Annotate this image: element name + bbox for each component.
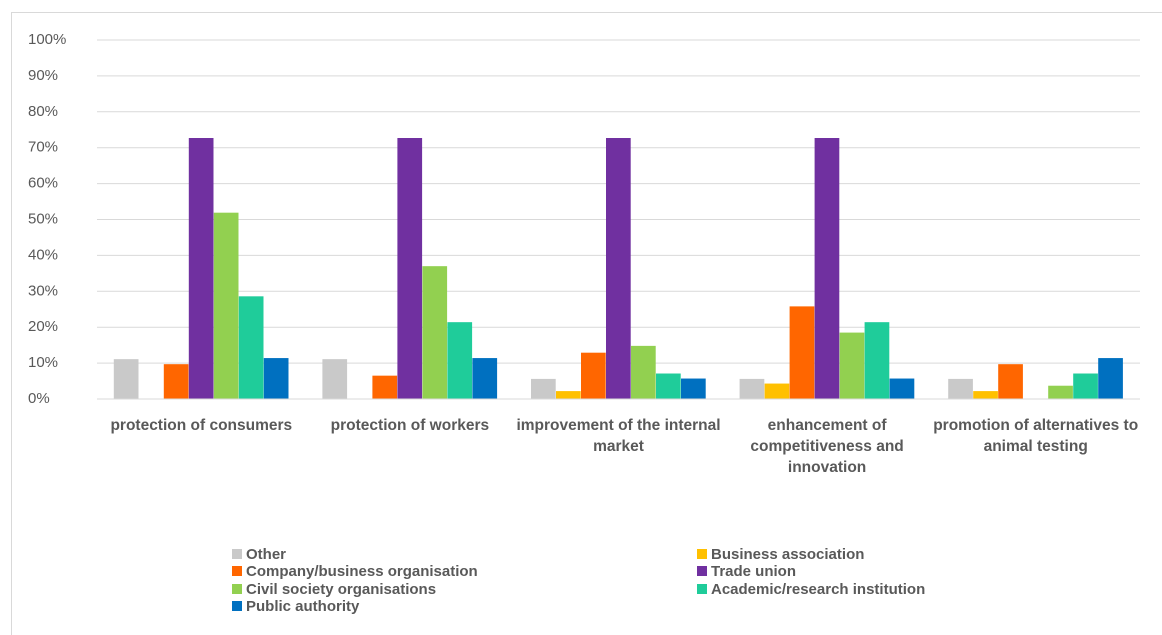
legend-swatch (232, 583, 242, 594)
legend-item: Civil society organisations (232, 581, 436, 598)
y-tick-label: 0% (28, 390, 50, 407)
bar (656, 373, 681, 399)
bar (472, 358, 498, 399)
bar (113, 359, 139, 399)
legend-label: Academic/research institution (711, 580, 926, 598)
bar (631, 345, 656, 399)
bar (163, 364, 189, 399)
bar (814, 138, 840, 399)
bar (447, 322, 473, 399)
y-tick-label: 50% (28, 210, 58, 227)
legend-item: Academic/research institution (697, 581, 925, 598)
bar (372, 375, 398, 399)
y-tick-label: 100% (28, 31, 66, 48)
legend-item: Trade union (697, 563, 796, 580)
y-tick-label: 70% (28, 139, 58, 156)
bar (238, 296, 264, 399)
legend-label: Other (246, 546, 287, 563)
x-tick-label: protection of workers (330, 417, 490, 434)
x-tick-label: protection of consumers (110, 417, 293, 434)
x-tick-label: improvement of the internal market (516, 417, 721, 455)
bar (322, 359, 348, 399)
x-tick-label: enhancement of competitiveness and innov… (750, 417, 904, 476)
legend-label: Civil society organisations (246, 580, 437, 598)
y-tick-label: 80% (28, 103, 58, 120)
bar (973, 391, 998, 399)
y-tick-label: 60% (28, 175, 58, 192)
x-tick-label: promotion of alternatives to animal test… (933, 417, 1139, 455)
legend-item: Business association (697, 546, 864, 563)
bar (739, 378, 765, 399)
bar (864, 322, 890, 399)
bar (948, 378, 973, 399)
bar (213, 212, 239, 399)
bar (263, 358, 289, 399)
legend-label: Company/business organisation (246, 563, 478, 581)
legend-label: Public authority (246, 597, 360, 615)
bar (397, 138, 423, 399)
bar (1048, 385, 1073, 399)
legend-swatch (232, 549, 242, 559)
legend-item: Other (232, 546, 286, 563)
legend-label: Trade union (711, 563, 797, 581)
bar (764, 383, 790, 399)
y-tick-label: 90% (28, 67, 58, 84)
bar (606, 138, 631, 399)
bar (581, 352, 606, 399)
y-tick-label: 10% (28, 354, 58, 371)
legend-swatch (232, 600, 242, 611)
bar (998, 364, 1023, 399)
bar (839, 332, 865, 399)
chart-frame (11, 12, 1162, 635)
bar (889, 378, 915, 399)
legend-swatch (697, 583, 707, 594)
y-tick-label: 30% (28, 282, 58, 299)
legend-label: Business association (711, 546, 865, 563)
bar (789, 306, 815, 399)
legend-item: Public authority (232, 598, 359, 615)
legend-swatch (697, 566, 707, 577)
bar (422, 266, 448, 399)
legend-swatch (697, 549, 707, 559)
bar (1073, 373, 1098, 399)
y-tick-label: 20% (28, 318, 58, 335)
bar (556, 391, 581, 399)
bar (681, 378, 706, 399)
legend-item: Company/business organisation (232, 563, 478, 580)
bar (1098, 358, 1123, 399)
legend-swatch (232, 566, 242, 577)
y-tick-label: 40% (28, 246, 58, 263)
bar (531, 378, 556, 399)
bar (188, 138, 214, 399)
